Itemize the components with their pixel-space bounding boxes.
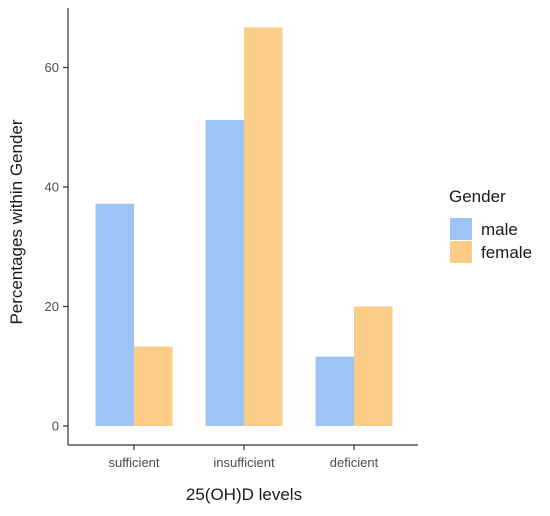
legend-label-female: female xyxy=(481,243,532,262)
legend: Gender male female xyxy=(449,187,532,263)
y-tick-label: 60 xyxy=(45,60,59,75)
bars-layer xyxy=(95,27,393,427)
bar-female-sufficient xyxy=(134,346,173,426)
bar-female-deficient xyxy=(354,306,393,426)
legend-label-male: male xyxy=(481,220,518,239)
legend-swatch-male xyxy=(450,218,472,240)
y-tick-label: 20 xyxy=(45,299,59,314)
bar-male-deficient xyxy=(315,356,354,426)
legend-swatch-female xyxy=(450,241,472,263)
y-tick-label: 40 xyxy=(45,180,59,195)
y-ticks: 0 20 40 60 xyxy=(45,60,68,434)
bar-male-insufficient xyxy=(205,120,244,426)
bar-male-sufficient xyxy=(95,203,134,426)
x-ticks: sufficient insufficient deficient xyxy=(108,445,379,470)
y-tick-label: 0 xyxy=(52,419,59,434)
x-tick-label-insufficient: insufficient xyxy=(213,455,275,470)
bar-female-insufficient xyxy=(244,27,283,427)
x-tick-label-sufficient: sufficient xyxy=(108,455,159,470)
x-tick-label-deficient: deficient xyxy=(330,455,379,470)
legend-title: Gender xyxy=(449,187,506,206)
x-axis-title: 25(OH)D levels xyxy=(186,485,302,504)
y-axis-title: Percentages within Gender xyxy=(7,119,26,324)
axes-layer xyxy=(67,8,418,446)
